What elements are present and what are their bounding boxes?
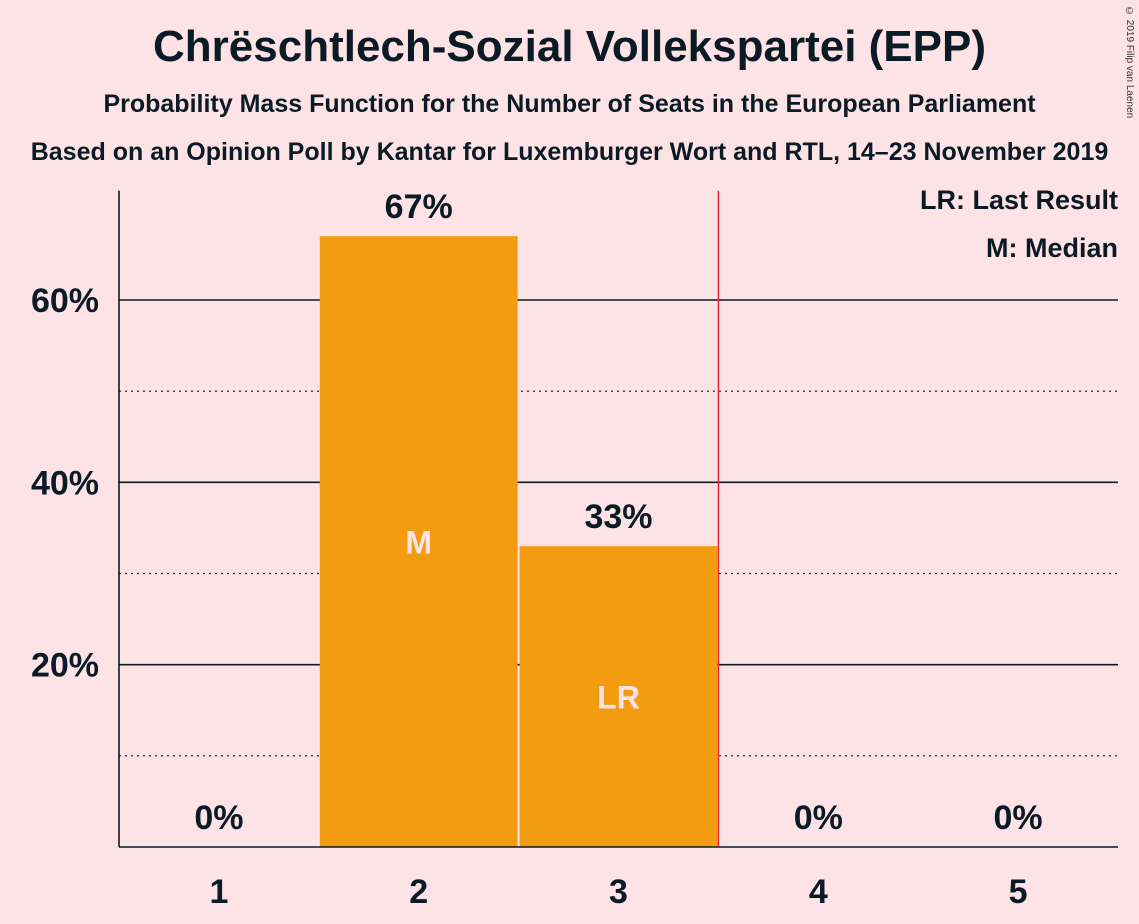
copyright-notice: © 2019 Filip van Laenen (1124, 6, 1135, 119)
bar-seats-3 (519, 546, 718, 847)
y-tick-label: 20% (31, 647, 99, 685)
chart-title: Chrëschtlech-Sozial Vollekspartei (EPP) (153, 22, 986, 71)
data-label: 0% (194, 799, 243, 837)
bar-marker: M (405, 525, 432, 561)
legend-last-result: LR: Last Result (920, 185, 1118, 215)
y-tick-label: 40% (31, 464, 99, 502)
data-label: 0% (794, 799, 843, 837)
data-label: 33% (584, 498, 652, 536)
x-tick-label: 3 (609, 873, 628, 911)
x-tick-label: 5 (1009, 873, 1028, 911)
legend-median: M: Median (986, 233, 1118, 263)
y-tick-label: 60% (31, 282, 99, 320)
data-label: 0% (994, 799, 1043, 837)
x-tick-label: 2 (409, 873, 428, 911)
chart-source: Based on an Opinion Poll by Kantar for L… (30, 138, 1109, 166)
chart-subtitle: Probability Mass Function for the Number… (103, 90, 1036, 118)
bar-marker: LR (597, 680, 640, 716)
x-tick-label: 1 (209, 873, 228, 911)
bar-seats-2 (319, 236, 518, 847)
data-label: 67% (385, 188, 453, 226)
x-tick-label: 4 (809, 873, 828, 911)
